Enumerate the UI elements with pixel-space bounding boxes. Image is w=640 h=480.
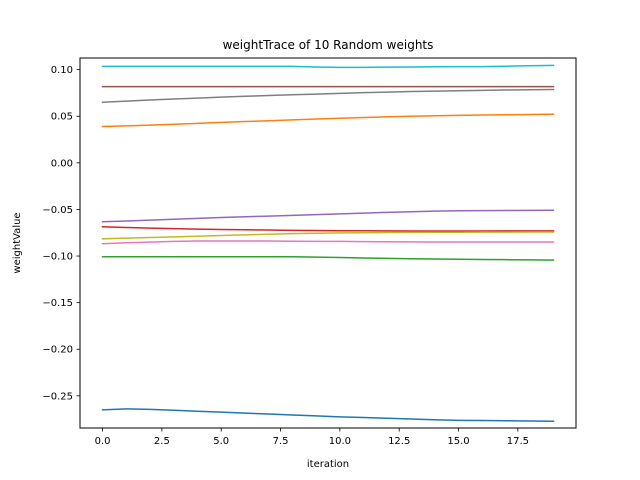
y-axis-ticks: 0.10 0.05 0.00 −0.05 −0.10 −0.15 −0.20 −0.25 [42,65,80,402]
x-tick-label: 2.5 [154,436,170,447]
series-line-4 [101,226,555,232]
series-line-10 [101,64,555,69]
plot-frame [79,57,577,429]
series-line-8 [101,88,555,104]
y-tick-label: 0.05 [51,112,73,123]
x-tick-label: 10.0 [329,436,351,447]
y-tick-label: 0.00 [51,158,73,169]
y-tick-label: −0.05 [42,205,73,216]
x-tick-label: 0.0 [95,436,111,447]
plot-area-background [80,58,576,428]
x-tick-label: 17.5 [507,436,529,447]
y-tick-label: −0.25 [42,391,73,402]
x-axis-ticks: 0.0 2.5 5.0 7.5 10.0 12.5 15.0 17.5 [95,428,529,447]
x-axis-label: iteration [307,459,349,470]
y-tick-label: −0.20 [42,345,73,356]
x-tick-label: 15.0 [447,436,469,447]
series-line-5 [101,209,555,223]
series-line-3 [101,256,555,261]
y-tick-label: 0.10 [51,65,73,76]
x-tick-label: 7.5 [273,436,289,447]
series-line-1 [101,408,555,422]
x-tick-label: 5.0 [213,436,229,447]
y-tick-label: −0.15 [42,298,73,309]
series-line-2 [101,113,555,128]
y-axis-label: weightValue [12,212,23,273]
chart-title: weightTrace of 10 Random weights [223,38,434,52]
y-tick-label: −0.10 [42,252,73,263]
series-layer [101,64,555,422]
series-line-9 [101,231,555,240]
series-line-7 [101,240,555,245]
x-tick-label: 12.5 [388,436,410,447]
